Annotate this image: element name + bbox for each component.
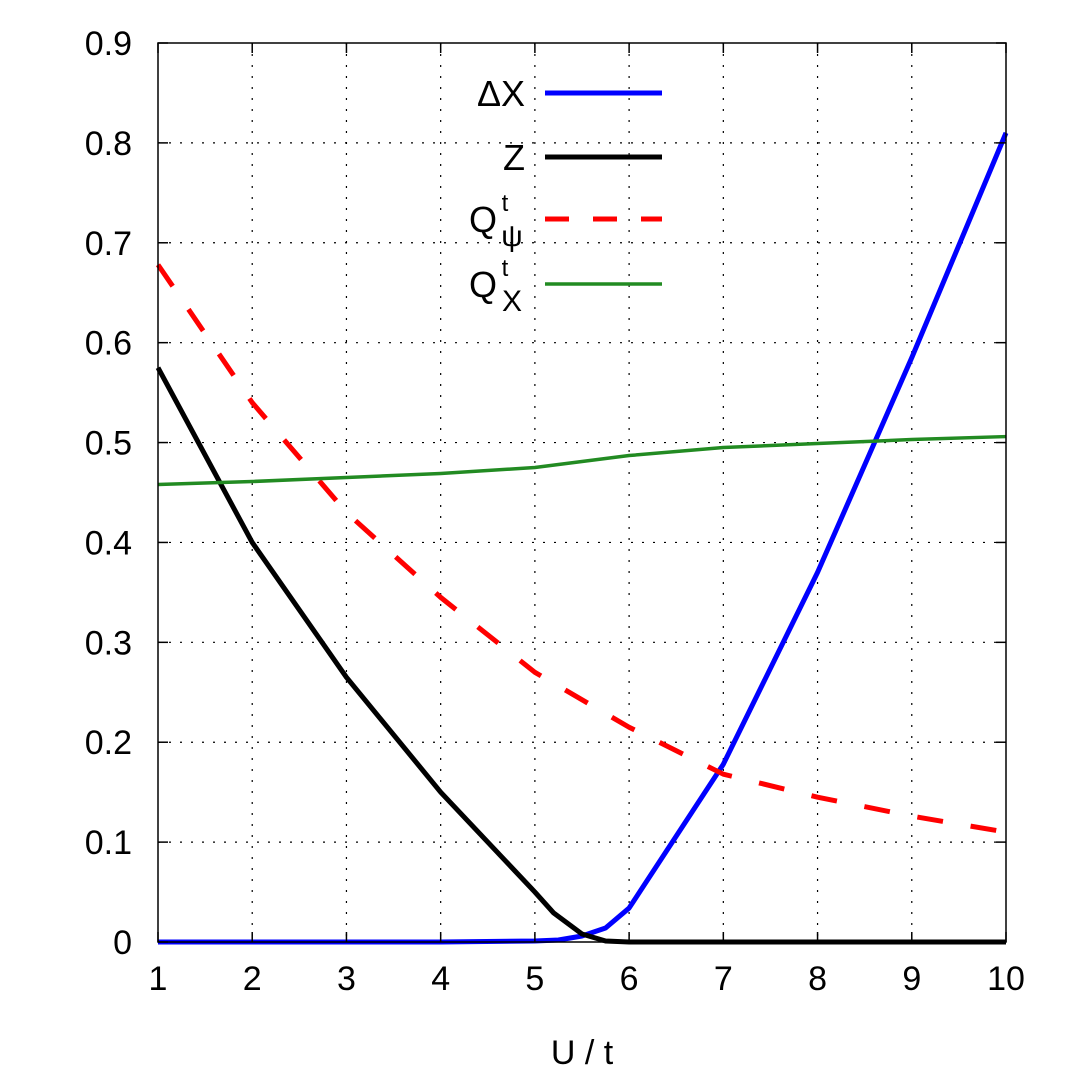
y-tick-label: 0.6 [85,325,132,363]
series-line-1 [155,366,1006,945]
legend-label-0: ΔX [477,73,525,114]
svg-text:t: t [502,190,509,217]
axis-ticks [157,42,1007,943]
x-tick-label: 2 [243,960,262,998]
legend-label-sub: X [502,285,522,318]
legend-label-main: Z [503,137,525,178]
y-tick-label: 0.7 [85,225,132,263]
series-lines [155,131,1009,945]
y-tick-label: 0.3 [85,624,132,662]
legend-label-3: Q [469,264,497,305]
y-tick-label: 0 [113,924,132,962]
legend-label-main: ΔX [477,73,525,114]
legend-label-2: Q [469,199,497,240]
x-tick-label: 10 [987,960,1025,998]
tick-labels: 1 2 3 4 5 6 7 8 9 10 0 0.1 0.2 0.3 0.4 0.5 0.6 0.7 0.8 0.9 [85,25,1025,998]
y-tick-label: 0.2 [85,724,132,762]
legend-label-1: Z [503,137,525,178]
x-tick-label: 6 [620,960,639,998]
y-tick-label: 0.4 [85,524,132,562]
y-tick-label: 0.5 [85,425,132,463]
legend-label-main: Q [469,199,497,240]
series-line-0 [158,131,1009,945]
plot-frame [157,42,1007,943]
series-line-2 [155,263,1007,835]
x-axis-title: U / t [551,1034,614,1072]
y-tick-label: 0.8 [85,125,132,163]
legend-label-main: Q [469,264,497,305]
x-tick-label: 5 [525,960,544,998]
legend-label-sub: ψ [501,220,522,253]
y-tick-label: 0.9 [85,25,132,63]
svg-text:t: t [502,255,509,282]
legend-label-sup: t [502,255,509,282]
x-tick-label: 8 [808,960,827,998]
legend-label-sup: t [502,190,509,217]
y-tick-label: 0.1 [85,824,132,862]
x-tick-label: 1 [149,960,168,998]
x-tick-label: 9 [902,960,921,998]
series-line-3 [157,434,1007,487]
x-tick-label: 4 [431,960,450,998]
x-tick-label: 7 [714,960,733,998]
x-tick-label: 3 [337,960,356,998]
